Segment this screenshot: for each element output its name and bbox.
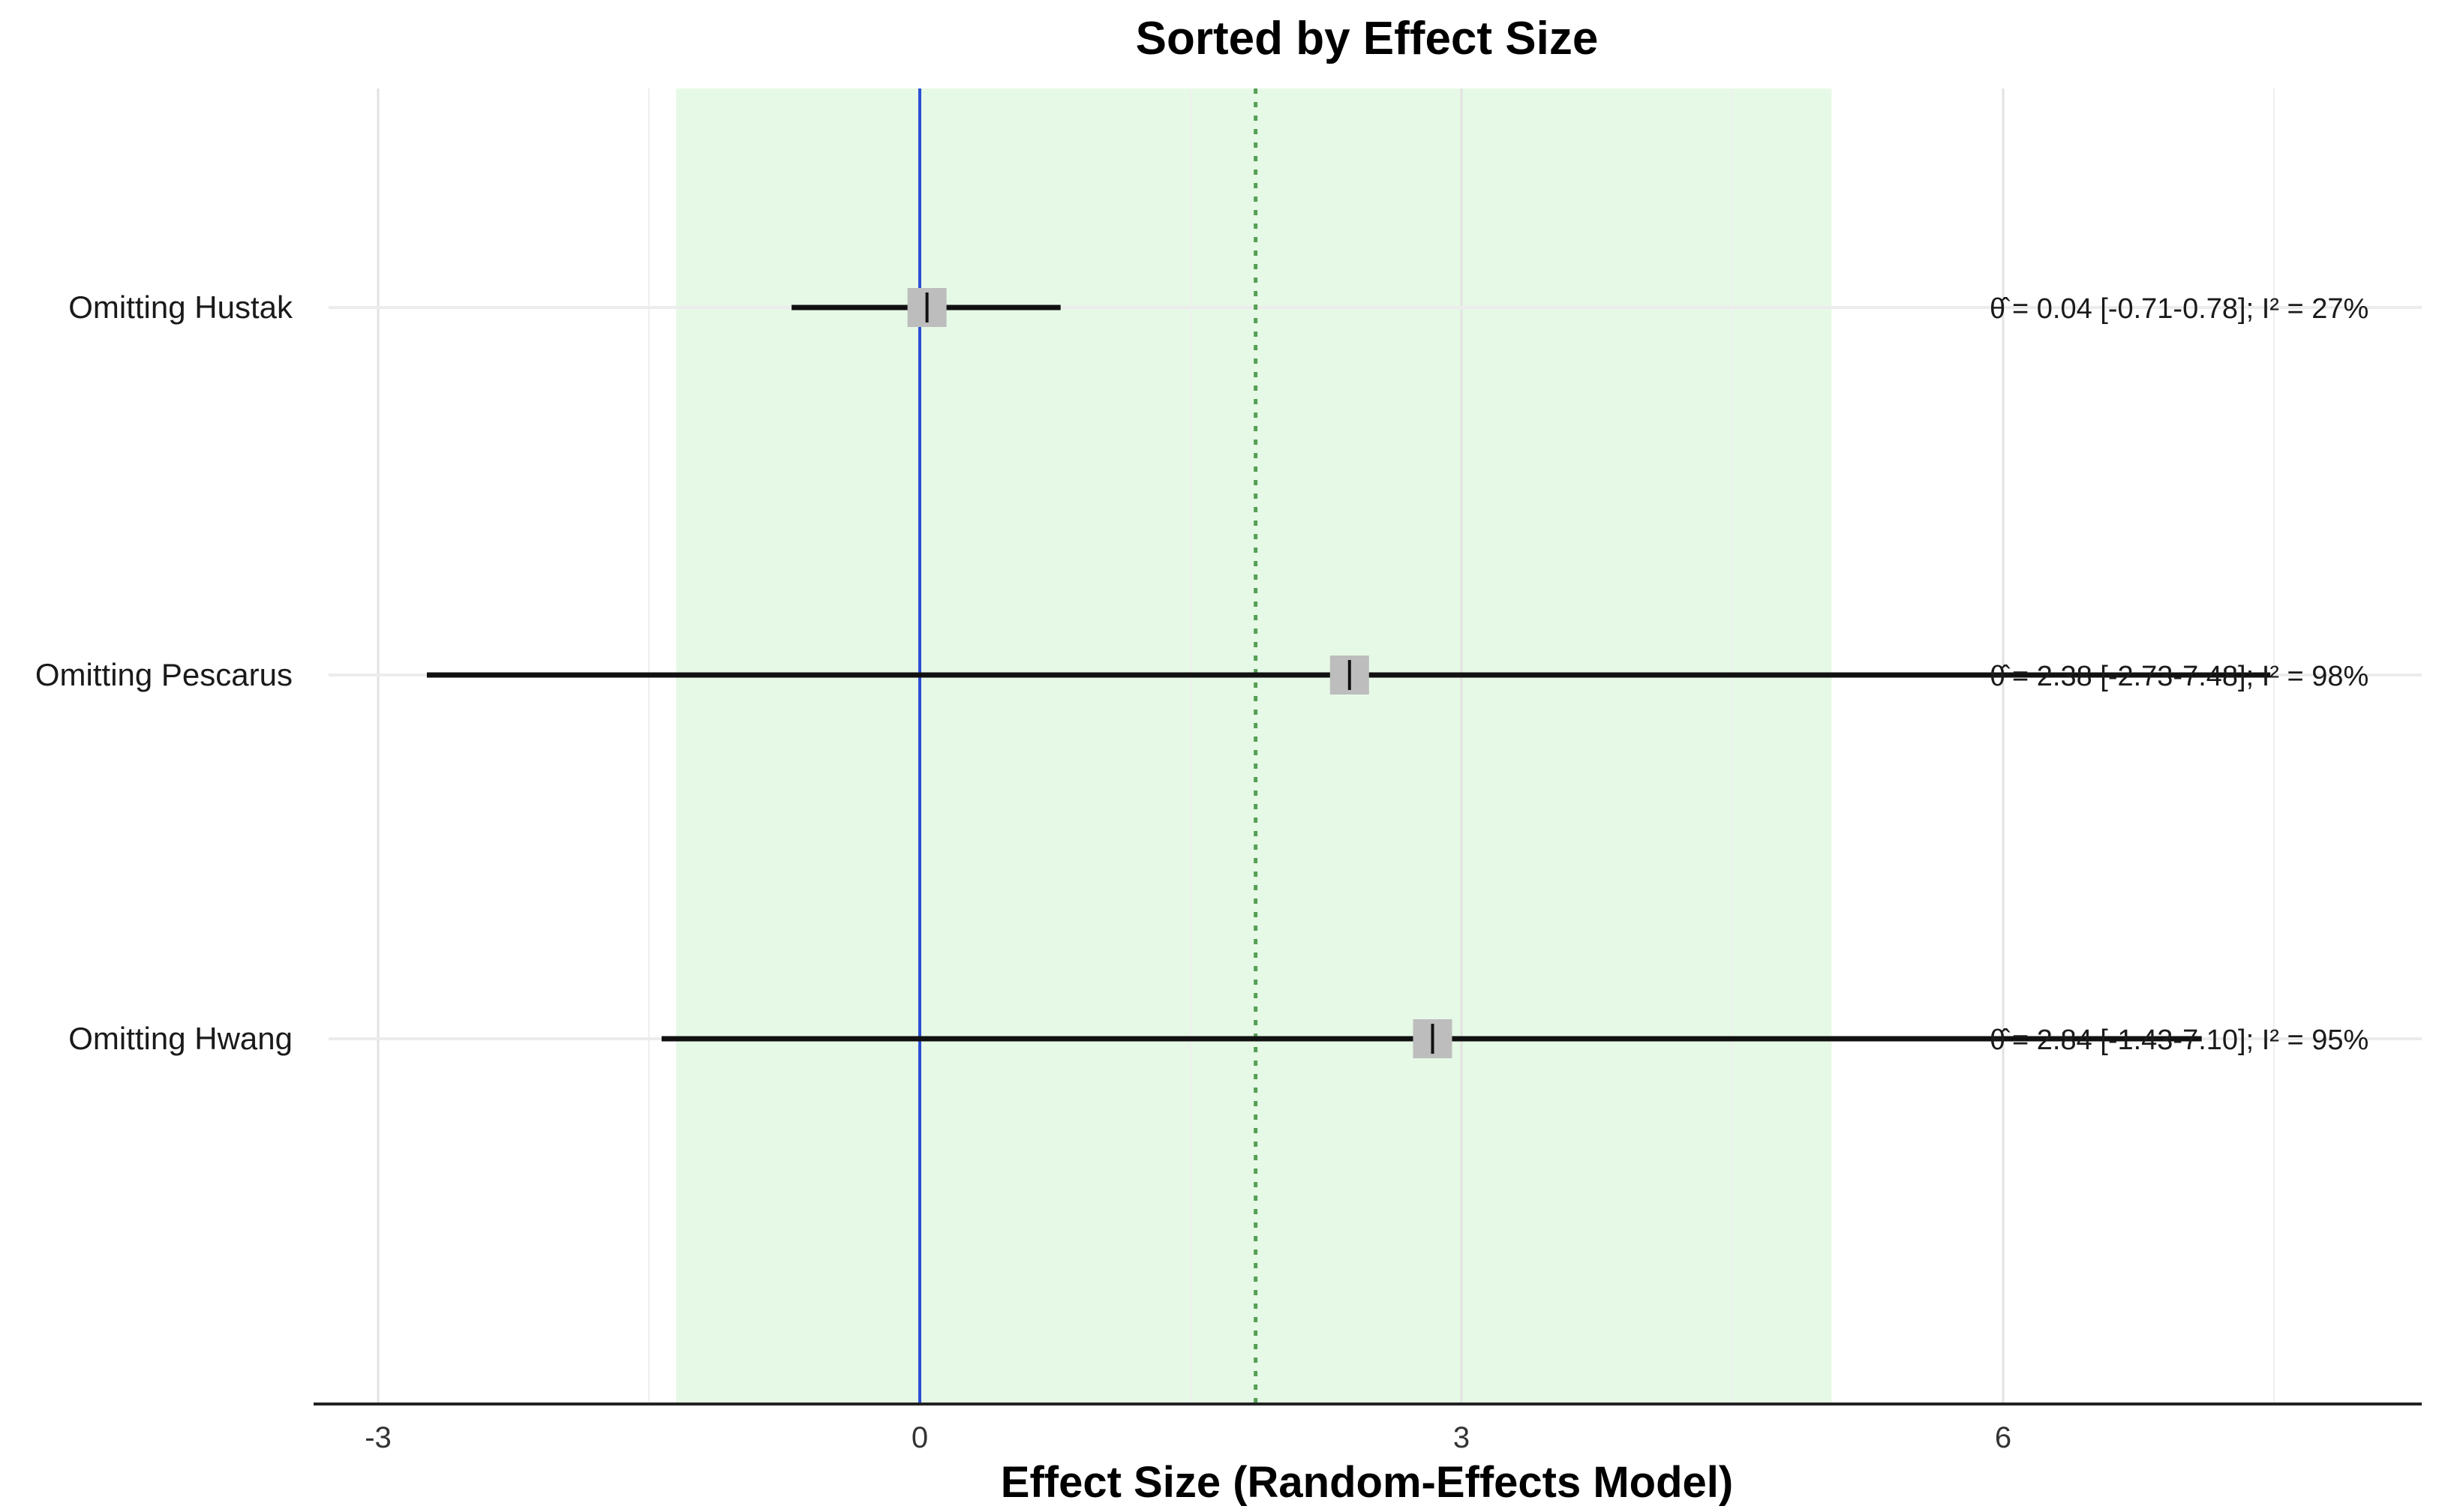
- x-tick-label: 6: [1995, 1421, 2011, 1454]
- x-tick-label: 3: [1453, 1421, 1470, 1454]
- study-label: Omitting Hwang: [68, 1021, 293, 1056]
- study-annotation: = 2.38 [-2.73-7.48]; I² = 98%: [2012, 661, 2368, 692]
- study-label: Omitting Pescarus: [35, 657, 293, 692]
- x-tick-label: 0: [912, 1421, 928, 1454]
- study-annotation: = 2.84 [-1.43-7.10]; I² = 95%: [2012, 1024, 2368, 1056]
- chart-title: Sorted by Effect Size: [1136, 13, 1599, 64]
- study-label: Omitting Hustak: [68, 290, 293, 325]
- x-axis-title: Effect Size (Random-Effects Model): [1001, 1458, 1733, 1507]
- x-tick-label: -3: [365, 1421, 392, 1454]
- prediction-band: [676, 88, 1832, 1404]
- study-annotation: = 0.04 [-0.71-0.78]; I² = 27%: [2012, 293, 2368, 325]
